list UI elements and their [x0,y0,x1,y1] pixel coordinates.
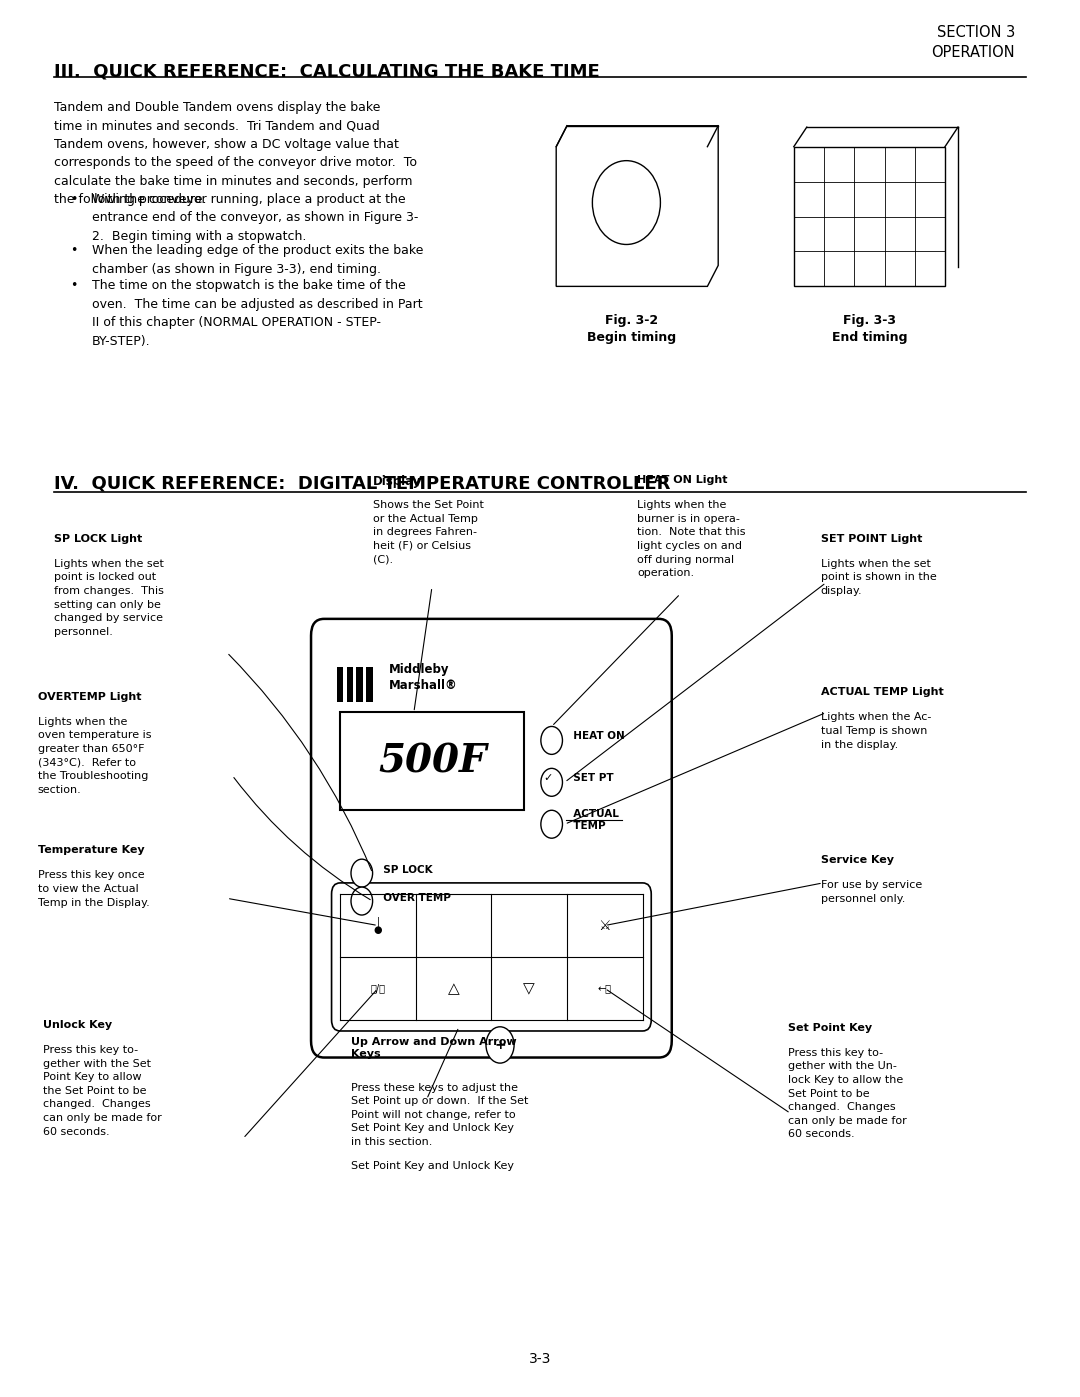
Circle shape [351,887,373,915]
Text: •: • [70,279,78,292]
Text: SECTION 3
OPERATION: SECTION 3 OPERATION [932,25,1015,60]
Bar [366,668,373,701]
Text: 500F: 500F [378,742,487,781]
Text: SET POINT Light: SET POINT Light [821,534,922,543]
Text: The time on the stopwatch is the bake time of the
oven.  The time can be adjuste: The time on the stopwatch is the bake ti… [92,279,422,348]
Text: Press these keys to adjust the
Set Point up or down.  If the Set
Point will not : Press these keys to adjust the Set Point… [351,1083,528,1147]
FancyBboxPatch shape [794,147,945,286]
Text: Fig. 3-3
End timing: Fig. 3-3 End timing [832,314,907,344]
Text: SP LOCK: SP LOCK [376,865,432,876]
Text: Temperature Key: Temperature Key [38,845,145,855]
Text: Press this key to-
gether with the Set
Point Key to allow
the Set Point to be
ch: Press this key to- gether with the Set P… [43,1045,162,1137]
Text: Lights when the
oven temperature is
greater than 650°F
(343°C).  Refer to
the Tr: Lights when the oven temperature is grea… [38,717,151,795]
Text: Set Point Key: Set Point Key [788,1023,873,1032]
Text: |
●: | ● [374,916,382,935]
Text: •: • [70,244,78,257]
Text: 🔓/🔒: 🔓/🔒 [370,983,386,993]
Text: Fig. 3-2
Begin timing: Fig. 3-2 Begin timing [588,314,676,344]
Text: Lights when the set
point is locked out
from changes.  This
setting can only be
: Lights when the set point is locked out … [54,559,164,637]
Text: III.  QUICK REFERENCE:  CALCULATING THE BAKE TIME: III. QUICK REFERENCE: CALCULATING THE BA… [54,63,599,81]
Text: ⚔: ⚔ [598,918,611,933]
Text: HEAT ON Light: HEAT ON Light [637,475,728,485]
Text: ✓: ✓ [543,773,553,784]
Text: IV.  QUICK REFERENCE:  DIGITAL TEMPERATURE CONTROLLER: IV. QUICK REFERENCE: DIGITAL TEMPERATURE… [54,475,671,493]
Text: ACTUAL
  TEMP: ACTUAL TEMP [566,809,619,831]
Circle shape [541,810,563,838]
Text: OVERTEMP Light: OVERTEMP Light [38,692,141,701]
FancyBboxPatch shape [332,883,651,1031]
Text: Press this key to-
gether with the Un-
lock Key to allow the
Set Point to be
cha: Press this key to- gether with the Un- l… [788,1048,907,1140]
Text: Display: Display [373,475,421,488]
Text: Lights when the Ac-
tual Temp is shown
in the display.: Lights when the Ac- tual Temp is shown i… [821,712,931,750]
Text: Middleby
Marshall®: Middleby Marshall® [389,664,458,692]
Text: +: + [495,1038,505,1052]
Text: SET PT: SET PT [566,773,613,784]
Circle shape [541,726,563,754]
Text: With the conveyor running, place a product at the
entrance end of the conveyor, : With the conveyor running, place a produ… [92,193,418,243]
Bar [356,668,363,701]
Ellipse shape [592,161,660,244]
Text: SP LOCK Light: SP LOCK Light [54,534,143,543]
Text: 3-3: 3-3 [529,1352,551,1366]
Text: When the leading edge of the product exits the bake
chamber (as shown in Figure : When the leading edge of the product exi… [92,244,423,277]
Text: •: • [70,193,78,205]
Text: Lights when the
burner is in opera-
tion.  Note that this
light cycles on and
of: Lights when the burner is in opera- tion… [637,500,745,578]
FancyBboxPatch shape [311,619,672,1058]
Text: Press this key once
to view the Actual
Temp in the Display.: Press this key once to view the Actual T… [38,870,149,908]
Bar [347,668,353,701]
Circle shape [541,768,563,796]
Circle shape [351,859,373,887]
Text: △: △ [448,981,459,996]
Text: Service Key: Service Key [821,855,894,865]
Text: Up Arrow and Down Arrow
Keys: Up Arrow and Down Arrow Keys [351,1037,516,1059]
Text: Lights when the set
point is shown in the
display.: Lights when the set point is shown in th… [821,559,936,597]
Text: ▽: ▽ [524,981,535,996]
Text: Unlock Key: Unlock Key [43,1020,112,1030]
Text: HEAT ON: HEAT ON [566,731,624,742]
Text: ←🌡: ←🌡 [598,983,611,993]
Text: OVER TEMP: OVER TEMP [376,893,450,904]
Text: Tandem and Double Tandem ovens display the bake
time in minutes and seconds.  Tr: Tandem and Double Tandem ovens display t… [54,101,417,207]
Text: Shows the Set Point
or the Actual Temp
in degrees Fahren-
heit (F) or Celsius
(C: Shows the Set Point or the Actual Temp i… [373,500,484,564]
Circle shape [486,1027,514,1063]
Bar [340,712,525,810]
Bar [337,668,343,701]
Text: For use by service
personnel only.: For use by service personnel only. [821,880,922,904]
Text: Set Point Key and Unlock Key: Set Point Key and Unlock Key [351,1161,514,1171]
Text: ACTUAL TEMP Light: ACTUAL TEMP Light [821,687,944,697]
